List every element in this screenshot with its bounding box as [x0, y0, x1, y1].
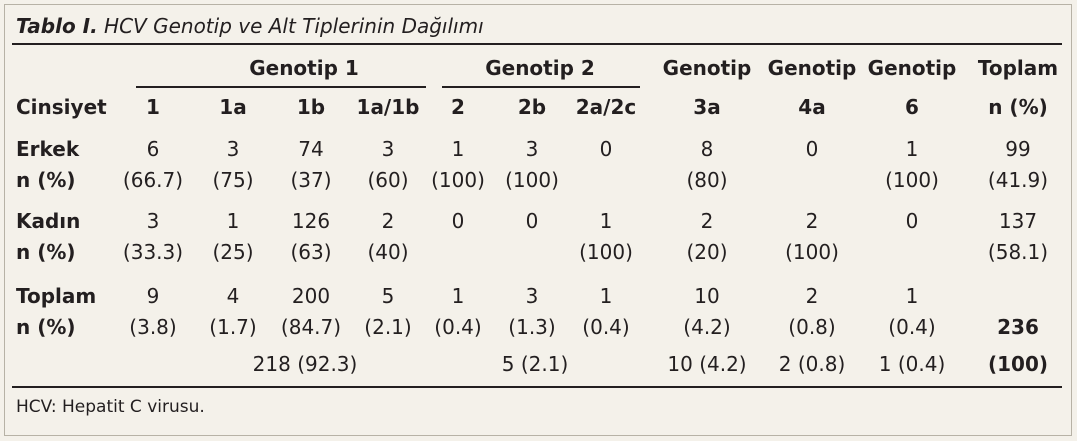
- table-cell: (3.8): [129, 315, 177, 339]
- table-cell: 2: [805, 209, 819, 233]
- table-cell: 0: [805, 137, 819, 161]
- table-cell: (4.2): [683, 315, 731, 339]
- table-cell: 0: [599, 137, 613, 161]
- header-subtype: 3a: [693, 95, 721, 119]
- table-cell: 0: [525, 209, 539, 233]
- header-subtype: 2: [451, 95, 465, 119]
- header-genotip-2: Genotip 2: [485, 56, 595, 80]
- table-cell: (1.7): [209, 315, 257, 339]
- row-sublabel-kadin: n (%): [16, 240, 76, 264]
- table-cell: (41.9): [987, 168, 1049, 192]
- header-subtype: 4a: [798, 95, 826, 119]
- table-cell: 0: [451, 209, 465, 233]
- table-cell: (60): [367, 168, 409, 192]
- row-sublabel-toplam: n (%): [16, 315, 76, 339]
- table-frame: [4, 4, 1072, 436]
- header-subtype: 1a: [219, 95, 247, 119]
- top-rule: [12, 43, 1062, 45]
- table-cell: 99: [1005, 137, 1031, 161]
- table-cell: (37): [290, 168, 332, 192]
- table-cell: 1: [599, 209, 613, 233]
- table-cell: (100): [579, 240, 633, 264]
- header-subtype: 1: [146, 95, 160, 119]
- table-cell: 2: [700, 209, 714, 233]
- table-cell: 9: [146, 284, 160, 308]
- table-cell: (33.3): [122, 240, 184, 264]
- table-cell: 3: [226, 137, 240, 161]
- table-cell: 1: [599, 284, 613, 308]
- bottom-rule: [12, 386, 1062, 388]
- genotip-1-underline: [136, 86, 426, 88]
- table-cell: 200: [291, 284, 331, 308]
- table-cell: (100): [431, 168, 485, 192]
- table-cell: 5: [381, 284, 395, 308]
- header-n-pct: n (%): [988, 95, 1048, 119]
- table-cell: 1: [451, 284, 465, 308]
- table-cell: (75): [212, 168, 254, 192]
- table-cell: (25): [212, 240, 254, 264]
- table-cell: (100): [885, 168, 939, 192]
- table-cell: (0.8): [788, 315, 836, 339]
- header-genotip-3: Genotip: [662, 56, 752, 80]
- table-footnote: HCV: Hepatit C virusu.: [16, 397, 205, 417]
- header-genotip-4: Genotip: [767, 56, 857, 80]
- table-cell: (1.3): [508, 315, 556, 339]
- table-cell: (0.4): [434, 315, 482, 339]
- group-total-g3: 10 (4.2): [667, 352, 747, 376]
- table-cell: 74: [298, 137, 324, 161]
- table-cell: (84.7): [280, 315, 342, 339]
- table-cell: 1: [451, 137, 465, 161]
- table-cell: (2.1): [364, 315, 412, 339]
- table-cell: 3: [525, 284, 539, 308]
- table-cell: (0.4): [888, 315, 936, 339]
- table-cell: (100): [505, 168, 559, 192]
- table-cell: 6: [146, 137, 160, 161]
- group-total-g4: 2 (0.8): [778, 352, 846, 376]
- group-total-g6: 1 (0.4): [878, 352, 946, 376]
- table-cell: 1: [226, 209, 240, 233]
- table-cell: (0.4): [582, 315, 630, 339]
- row-label-erkek: Erkek: [16, 137, 80, 161]
- group-total-g1: 218 (92.3): [252, 352, 358, 376]
- header-genotip-1: Genotip 1: [249, 56, 359, 80]
- header-cinsiyet: Cinsiyet: [16, 95, 107, 119]
- header-subtype: 1b: [296, 95, 326, 119]
- row-label-toplam: Toplam: [16, 284, 97, 308]
- table-cell: 4: [226, 284, 240, 308]
- table-cell: 3: [146, 209, 160, 233]
- header-subtype: 2a/2c: [575, 95, 637, 119]
- table-cell: 0: [905, 209, 919, 233]
- table-cell: (66.7): [122, 168, 184, 192]
- table-cell: 137: [998, 209, 1038, 233]
- table-title-bold: Tablo I.: [16, 14, 98, 38]
- table-cell: 1: [905, 284, 919, 308]
- genotip-2-underline: [442, 86, 640, 88]
- header-subtype: 1a/1b: [356, 95, 420, 119]
- table-cell: 2: [381, 209, 395, 233]
- table-cell: 10: [694, 284, 720, 308]
- table-title: Tablo I. HCV Genotip ve Alt Tiplerinin D…: [16, 14, 484, 38]
- table-cell: (40): [367, 240, 409, 264]
- grand-total-pct: (100): [987, 352, 1049, 376]
- header-toplam: Toplam: [977, 56, 1059, 80]
- header-subtype: 2b: [517, 95, 547, 119]
- table-cell: 3: [381, 137, 395, 161]
- table-title-text: HCV Genotip ve Alt Tiplerinin Dağılımı: [97, 14, 484, 38]
- table-cell: 126: [291, 209, 331, 233]
- table-cell: (20): [686, 240, 728, 264]
- table-cell: 8: [700, 137, 714, 161]
- row-label-kadin: Kadın: [16, 209, 81, 233]
- header-subtype: 6: [905, 95, 919, 119]
- table-cell: (58.1): [987, 240, 1049, 264]
- grand-total: 236: [997, 315, 1039, 339]
- row-sublabel-erkek: n (%): [16, 168, 76, 192]
- header-genotip-6: Genotip: [867, 56, 957, 80]
- table-cell: 2: [805, 284, 819, 308]
- table-cell: 3: [525, 137, 539, 161]
- table-cell: (100): [785, 240, 839, 264]
- group-total-g2: 5 (2.1): [501, 352, 569, 376]
- table-cell: (80): [686, 168, 728, 192]
- table-cell: 1: [905, 137, 919, 161]
- table-cell: (63): [290, 240, 332, 264]
